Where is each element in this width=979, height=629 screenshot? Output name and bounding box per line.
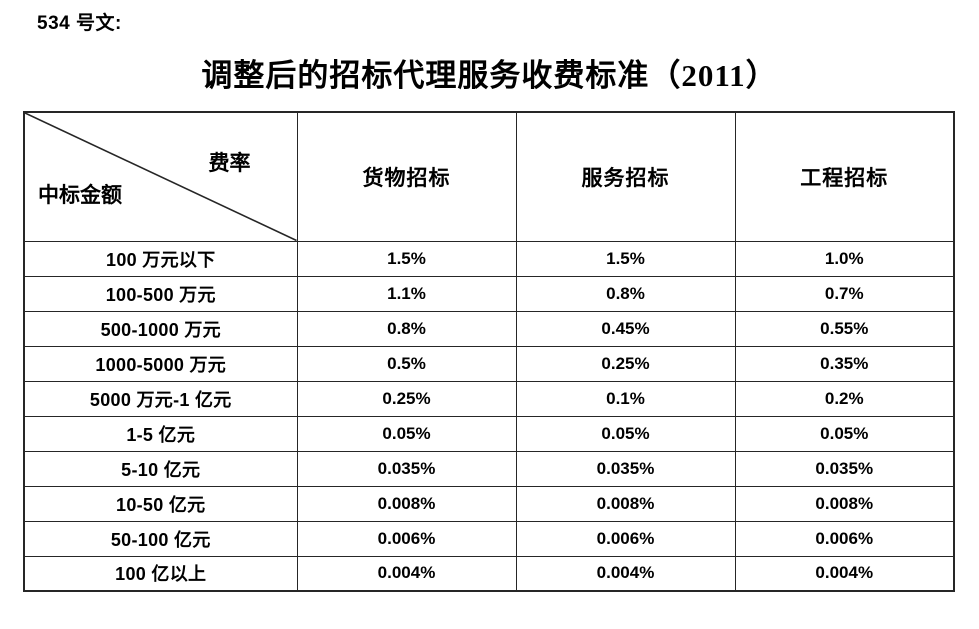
amount-cell: 50-100 亿元 (23, 520, 298, 557)
table-row: 500-1000 万元 0.8% 0.45% 0.55% (23, 310, 955, 347)
goods-rate-cell: 1.1% (296, 275, 517, 312)
engineering-rate-cell: 0.035% (734, 450, 955, 487)
service-rate-cell: 0.05% (515, 415, 736, 452)
table-row: 100 亿以上 0.004% 0.004% 0.004% (23, 555, 955, 592)
goods-rate-cell: 0.05% (296, 415, 517, 452)
corner-header-cell: 费率 中标金额 (23, 111, 298, 242)
engineering-rate-cell: 0.55% (734, 310, 955, 347)
service-rate-cell: 0.006% (515, 520, 736, 557)
goods-rate-cell: 0.004% (296, 555, 517, 592)
amount-cell: 10-50 亿元 (23, 485, 298, 522)
amount-cell: 100-500 万元 (23, 275, 298, 312)
service-rate-cell: 0.45% (515, 310, 736, 347)
goods-rate-cell: 0.8% (296, 310, 517, 347)
goods-rate-cell: 0.008% (296, 485, 517, 522)
engineering-rate-cell: 0.004% (734, 555, 955, 592)
service-rate-cell: 0.035% (515, 450, 736, 487)
engineering-rate-cell: 0.006% (734, 520, 955, 557)
engineering-rate-cell: 0.008% (734, 485, 955, 522)
table-row: 100 万元以下 1.5% 1.5% 1.0% (23, 240, 955, 277)
amount-cell: 1000-5000 万元 (23, 345, 298, 382)
engineering-rate-cell: 0.7% (734, 275, 955, 312)
service-rate-cell: 1.5% (515, 240, 736, 277)
goods-rate-cell: 0.035% (296, 450, 517, 487)
table-row: 5-10 亿元 0.035% 0.035% 0.035% (23, 450, 955, 487)
column-header-goods: 货物招标 (296, 111, 517, 242)
engineering-rate-cell: 0.35% (734, 345, 955, 382)
corner-label-fee-rate: 费率 (208, 151, 251, 175)
goods-rate-cell: 0.5% (296, 345, 517, 382)
amount-cell: 100 亿以上 (23, 555, 298, 592)
amount-cell: 1-5 亿元 (23, 415, 298, 452)
service-rate-cell: 0.008% (515, 485, 736, 522)
goods-rate-cell: 0.25% (296, 380, 517, 417)
amount-cell: 500-1000 万元 (23, 310, 298, 347)
amount-cell: 5-10 亿元 (23, 450, 298, 487)
goods-rate-cell: 0.006% (296, 520, 517, 557)
service-rate-cell: 0.004% (515, 555, 736, 592)
table-row: 50-100 亿元 0.006% 0.006% 0.006% (23, 520, 955, 557)
table-row: 1-5 亿元 0.05% 0.05% 0.05% (23, 415, 955, 452)
diagonal-line (25, 113, 297, 241)
page-title: 调整后的招标代理服务收费标准（2011） (201, 58, 778, 93)
goods-rate-cell: 1.5% (296, 240, 517, 277)
column-header-service: 服务招标 (515, 111, 736, 242)
engineering-rate-cell: 1.0% (734, 240, 955, 277)
table-row: 10-50 亿元 0.008% 0.008% 0.008% (23, 485, 955, 522)
amount-cell: 100 万元以下 (23, 240, 298, 277)
doc-number: 534 号文: (37, 13, 122, 34)
amount-cell: 5000 万元-1 亿元 (23, 380, 298, 417)
table-row: 100-500 万元 1.1% 0.8% 0.7% (23, 275, 955, 312)
table-header-row: 费率 中标金额 货物招标 服务招标 工程招标 (23, 111, 955, 242)
service-rate-cell: 0.8% (515, 275, 736, 312)
engineering-rate-cell: 0.2% (734, 380, 955, 417)
engineering-rate-cell: 0.05% (734, 415, 955, 452)
service-rate-cell: 0.25% (515, 345, 736, 382)
table-row: 5000 万元-1 亿元 0.25% 0.1% 0.2% (23, 380, 955, 417)
fee-rate-table: 费率 中标金额 货物招标 服务招标 工程招标 100 万元以下 1.5% 1.5… (23, 111, 955, 592)
service-rate-cell: 0.1% (515, 380, 736, 417)
corner-label-bid-amount: 中标金额 (38, 183, 122, 207)
table-row: 1000-5000 万元 0.5% 0.25% 0.35% (23, 345, 955, 382)
column-header-engineering: 工程招标 (734, 111, 955, 242)
